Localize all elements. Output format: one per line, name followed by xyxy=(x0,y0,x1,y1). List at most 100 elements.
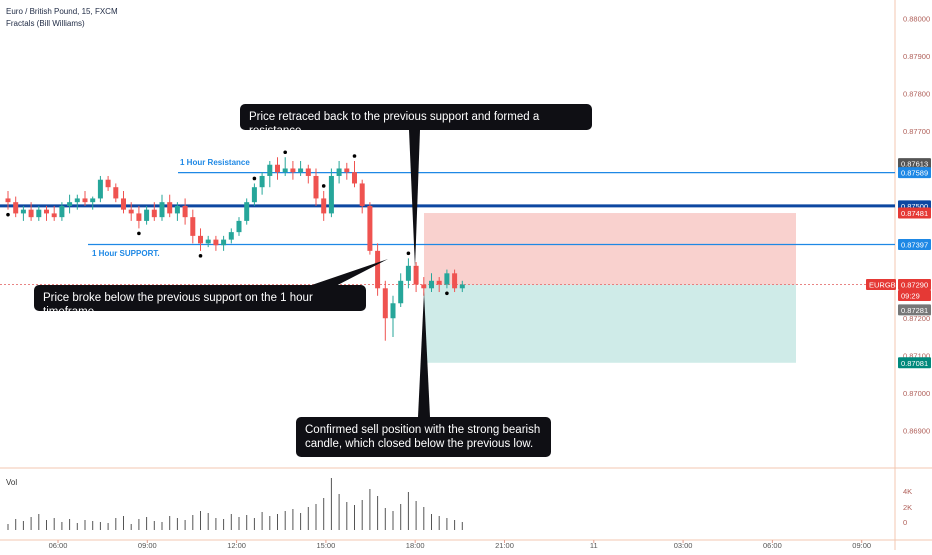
symbol-title: Euro / British Pound, 15, FXCM xyxy=(6,7,118,16)
candle-body xyxy=(267,164,273,176)
price-tick-label: 0.87200 xyxy=(903,314,930,323)
price-badge xyxy=(866,279,896,291)
fractal-up-marker xyxy=(321,184,326,188)
time-tick-label: 09:00 xyxy=(852,541,871,550)
time-tick-label: 06:00 xyxy=(763,541,782,550)
price-badge-label: 0.87290 xyxy=(901,281,928,290)
fractal-down-marker xyxy=(445,291,449,296)
time-tick-label: 21:00 xyxy=(495,541,514,550)
candle-body xyxy=(382,288,388,319)
candle-body xyxy=(51,213,57,218)
candle-body xyxy=(44,209,49,214)
candle-body xyxy=(305,168,311,176)
candle-body xyxy=(128,209,134,214)
fractal-up-marker xyxy=(252,176,257,181)
price-badge-label: 0.87397 xyxy=(901,240,928,249)
candle-body xyxy=(328,175,334,214)
price-badge xyxy=(898,290,931,302)
candle-body xyxy=(36,209,42,218)
time-tick-label: 11 xyxy=(590,541,598,550)
retrace-callout-pointer xyxy=(409,130,420,268)
candle-body xyxy=(405,265,411,281)
price-badge-label: EURGBP xyxy=(869,281,901,290)
candle-body xyxy=(367,205,373,251)
candle-body xyxy=(136,213,142,221)
price-badge-label: 0.87081 xyxy=(901,359,928,368)
take-profit-zone xyxy=(424,284,796,363)
fractal-down-marker xyxy=(198,254,203,258)
price-badge-label: 0.87500 xyxy=(901,202,928,211)
candle-body xyxy=(205,239,211,244)
candle-body xyxy=(421,284,427,289)
price-tick-label: 0.87100 xyxy=(903,352,930,361)
time-tick-label: 15:00 xyxy=(317,541,336,550)
volume-tick-label: 4K xyxy=(903,487,912,496)
candle-body xyxy=(429,280,434,289)
price-tick-label: 0.86900 xyxy=(903,427,930,436)
candle-body xyxy=(398,280,404,304)
fractal-up-marker xyxy=(352,154,357,158)
price-badge-label: 09:29 xyxy=(901,292,920,301)
price-badge xyxy=(898,304,931,316)
candle-body xyxy=(251,187,257,203)
fractal-up-marker xyxy=(406,251,411,256)
candle-body xyxy=(59,205,65,218)
candle-body xyxy=(390,303,396,319)
candle-body xyxy=(244,202,250,221)
break-callout: Price broke below the previous support o… xyxy=(34,285,366,318)
candle-body xyxy=(67,202,73,206)
candle-body xyxy=(359,183,365,206)
candle-body xyxy=(344,168,350,173)
indicator-label: Fractals (Bill Williams) xyxy=(6,19,85,28)
fractal-up-marker xyxy=(283,150,288,155)
candle-body xyxy=(198,235,203,244)
candle-body xyxy=(221,239,227,246)
candle-body xyxy=(167,202,173,214)
candle-body xyxy=(290,168,296,173)
candle-body xyxy=(444,273,450,285)
time-tick-label: 18:00 xyxy=(406,541,425,550)
price-badge xyxy=(898,158,931,170)
sell-callout: Confirmed sell position with the strong … xyxy=(296,417,551,457)
candle-body xyxy=(259,175,265,188)
candle-body xyxy=(159,202,165,218)
price-badge-label: 0.87613 xyxy=(901,160,928,169)
price-tick-label: 0.88000 xyxy=(903,15,930,24)
candle-body xyxy=(298,168,304,173)
candle-body xyxy=(413,265,419,285)
fractal-down-marker xyxy=(137,231,141,236)
candle-body xyxy=(182,205,188,218)
price-badge-label: 0.87589 xyxy=(901,169,928,178)
time-tick-label: 09:00 xyxy=(138,541,157,550)
time-tick-label: 03:00 xyxy=(674,541,693,550)
candle-body xyxy=(336,168,342,176)
candle-body xyxy=(90,198,96,203)
candle-body xyxy=(82,198,88,203)
volume-tick-label: 0 xyxy=(903,518,907,527)
price-badge-label: 0.87481 xyxy=(901,209,928,218)
candle-body xyxy=(5,198,11,203)
candle-body xyxy=(236,220,242,233)
candle-body xyxy=(282,168,288,173)
candle-body xyxy=(144,209,150,221)
price-tick-label: 0.87000 xyxy=(903,389,930,398)
candle-body xyxy=(321,198,327,214)
support-level-label: 1 Hour SUPPORT. xyxy=(92,249,160,258)
price-tick-label: 0.87900 xyxy=(903,52,930,61)
price-badge xyxy=(898,167,931,179)
candle-body xyxy=(352,172,357,184)
candle-body xyxy=(20,209,26,214)
stop-loss-zone xyxy=(424,213,796,285)
time-tick-label: 06:00 xyxy=(49,541,68,550)
candle-body xyxy=(174,205,180,214)
time-tick-label: 12:00 xyxy=(227,541,246,550)
price-badge xyxy=(898,279,931,291)
candle-body xyxy=(113,187,119,199)
candle-body xyxy=(190,217,196,236)
fractal-down-marker xyxy=(6,212,10,217)
candle-body xyxy=(313,175,319,199)
candle-body xyxy=(275,164,280,173)
price-badge xyxy=(898,238,931,250)
